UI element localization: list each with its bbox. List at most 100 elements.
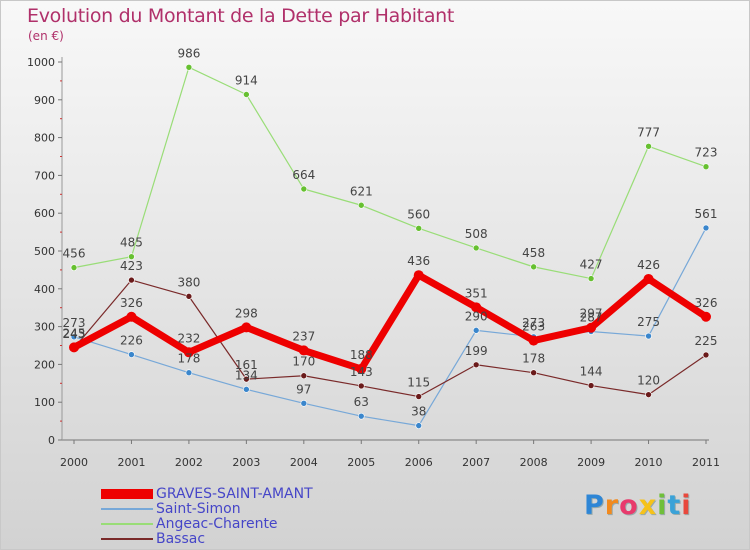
data-point [530, 369, 537, 377]
data-label: 161 [235, 358, 258, 372]
series-line [70, 271, 710, 373]
legend-label: Bassac [156, 531, 206, 547]
logo-letter: o [619, 490, 639, 521]
data-point [183, 347, 194, 358]
data-label: 134 [235, 368, 258, 382]
data-label: 38 [411, 405, 426, 419]
data-point [702, 351, 710, 359]
data-point [357, 412, 365, 420]
data-label: 427 [580, 258, 603, 272]
data-point [472, 327, 480, 334]
data-label: 273 [63, 316, 86, 330]
data-point [298, 345, 309, 356]
data-point [702, 163, 710, 171]
data-point [185, 63, 193, 71]
data-point [415, 422, 423, 429]
data-point [472, 244, 480, 252]
data-label: 426 [637, 258, 660, 272]
chart-title: Evolution du Montant de la Dette par Hab… [27, 5, 455, 27]
logo-letter: P [584, 490, 605, 521]
logo-letter: r [604, 490, 620, 521]
series-line [73, 66, 707, 280]
y-tick-label: 200 [34, 358, 55, 371]
legend-swatch [101, 508, 153, 510]
legend-swatch [101, 489, 153, 499]
data-point [415, 225, 423, 232]
data-label: 436 [407, 254, 430, 268]
data-point [69, 342, 79, 353]
data-label: 178 [177, 352, 200, 366]
data-point [701, 311, 711, 322]
x-tick-label: 2004 [290, 456, 318, 469]
data-point [471, 302, 482, 313]
data-label: 144 [580, 365, 603, 379]
legend-item-graves: GRAVES-SAINT-AMANT [101, 486, 341, 502]
data-point [645, 142, 652, 150]
data-label: 273 [522, 316, 545, 330]
data-point [243, 91, 250, 98]
data-label: 178 [522, 352, 545, 366]
logo-letter: i [657, 490, 668, 521]
data-point [530, 263, 537, 271]
data-point [415, 393, 423, 400]
x-tick-label: 2007 [462, 456, 490, 469]
data-point [587, 275, 595, 282]
data-point [645, 332, 652, 340]
data-point [472, 361, 480, 369]
data-point [357, 382, 365, 390]
data-point [643, 273, 654, 284]
data-point [241, 322, 252, 333]
data-label: 115 [407, 376, 430, 390]
series-line [73, 227, 707, 427]
y-tick-label: 600 [34, 207, 55, 220]
x-tick-label: 2009 [577, 456, 605, 469]
data-label: 723 [695, 146, 718, 160]
data-label: 237 [292, 329, 315, 343]
series-line [73, 279, 707, 398]
data-label: 560 [407, 207, 430, 221]
data-label: 287 [580, 311, 603, 325]
data-point [300, 372, 308, 380]
data-point [356, 363, 367, 374]
data-point [587, 382, 595, 389]
x-tick-label: 2010 [635, 456, 663, 469]
data-label: 621 [350, 184, 373, 198]
y-tick-label: 500 [34, 245, 55, 258]
data-label: 456 [63, 247, 86, 261]
y-tick-label: 100 [34, 396, 55, 409]
data-label: 290 [465, 309, 488, 323]
data-label: 275 [637, 315, 660, 329]
data-label: 986 [177, 46, 200, 60]
data-point [413, 270, 424, 281]
data-label: 232 [177, 331, 200, 345]
data-point [70, 264, 78, 271]
legend-swatch [101, 538, 153, 540]
data-label: 170 [292, 355, 315, 369]
data-label: 380 [177, 275, 200, 289]
data-label: 199 [465, 344, 488, 358]
data-label: 458 [522, 246, 545, 260]
data-label: 485 [120, 236, 143, 250]
data-point [243, 386, 250, 393]
x-tick-label: 2008 [520, 456, 548, 469]
data-label: 561 [695, 207, 718, 221]
y-tick-label: 0 [48, 434, 55, 447]
data-point [586, 322, 597, 333]
data-label: 508 [465, 227, 488, 241]
x-tick-label: 2006 [405, 456, 433, 469]
data-point [126, 311, 137, 322]
data-label: 225 [695, 334, 718, 348]
data-point [128, 351, 135, 358]
data-point [300, 400, 308, 407]
data-point [300, 185, 308, 193]
data-label: 245 [63, 326, 86, 340]
data-label: 297 [580, 307, 603, 321]
data-point [128, 276, 135, 284]
y-tick-label: 800 [34, 132, 55, 145]
data-label: 120 [637, 374, 660, 388]
data-point [645, 391, 652, 398]
data-label: 664 [292, 168, 315, 182]
x-tick-label: 2002 [175, 456, 203, 469]
